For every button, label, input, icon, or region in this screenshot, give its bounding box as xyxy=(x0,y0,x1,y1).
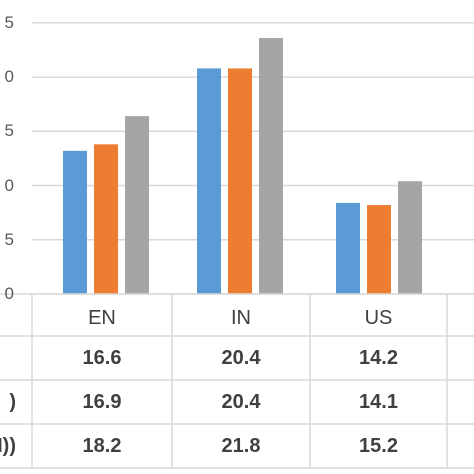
category-label: EN xyxy=(32,300,172,336)
table-cell: 21.8 xyxy=(172,436,310,456)
category-label: US xyxy=(310,300,447,336)
bar xyxy=(125,116,149,294)
y-tick-label: 0 xyxy=(0,176,14,196)
bar xyxy=(336,203,360,294)
y-tick-label: 0 xyxy=(0,284,14,304)
y-tick-label: 5 xyxy=(0,230,14,250)
bar xyxy=(197,68,221,294)
bar xyxy=(94,144,118,294)
table-cell: 20.4 xyxy=(172,392,310,412)
y-tick-label: 5 xyxy=(0,121,14,141)
table-cell: 16.9 xyxy=(32,392,172,412)
category-label: IN xyxy=(172,300,310,336)
table-cell: 16.6 xyxy=(32,348,172,368)
table-cell: 14.1 xyxy=(310,392,447,412)
y-tick-label: 0 xyxy=(0,67,14,87)
bar xyxy=(63,151,87,294)
bar xyxy=(367,205,391,294)
bar xyxy=(259,38,283,294)
table-cell: 18.2 xyxy=(32,436,172,456)
table-row-label: N)) xyxy=(0,436,16,456)
bar xyxy=(398,181,422,294)
y-tick-label: 5 xyxy=(0,13,14,33)
table-row-label: ) xyxy=(0,392,16,412)
bar xyxy=(228,68,252,294)
table-cell: 14.2 xyxy=(310,348,447,368)
table-cell: 15.2 xyxy=(310,436,447,456)
table-cell: 20.4 xyxy=(172,348,310,368)
